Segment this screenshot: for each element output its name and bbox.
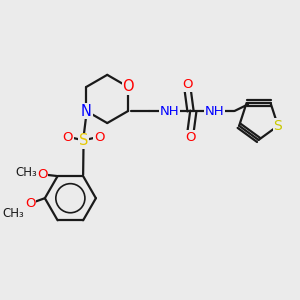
Text: N: N [81,103,92,118]
Text: CH₃: CH₃ [16,166,38,179]
Text: O: O [37,168,48,181]
Text: CH₃: CH₃ [3,207,25,220]
Text: O: O [63,131,73,144]
Text: O: O [25,197,35,210]
Text: O: O [185,130,196,144]
Text: O: O [182,78,193,92]
Text: NH: NH [205,104,224,118]
Text: O: O [122,80,134,94]
Text: S: S [274,119,282,133]
Text: NH: NH [159,104,179,118]
Text: O: O [94,131,104,144]
Text: S: S [79,133,88,148]
